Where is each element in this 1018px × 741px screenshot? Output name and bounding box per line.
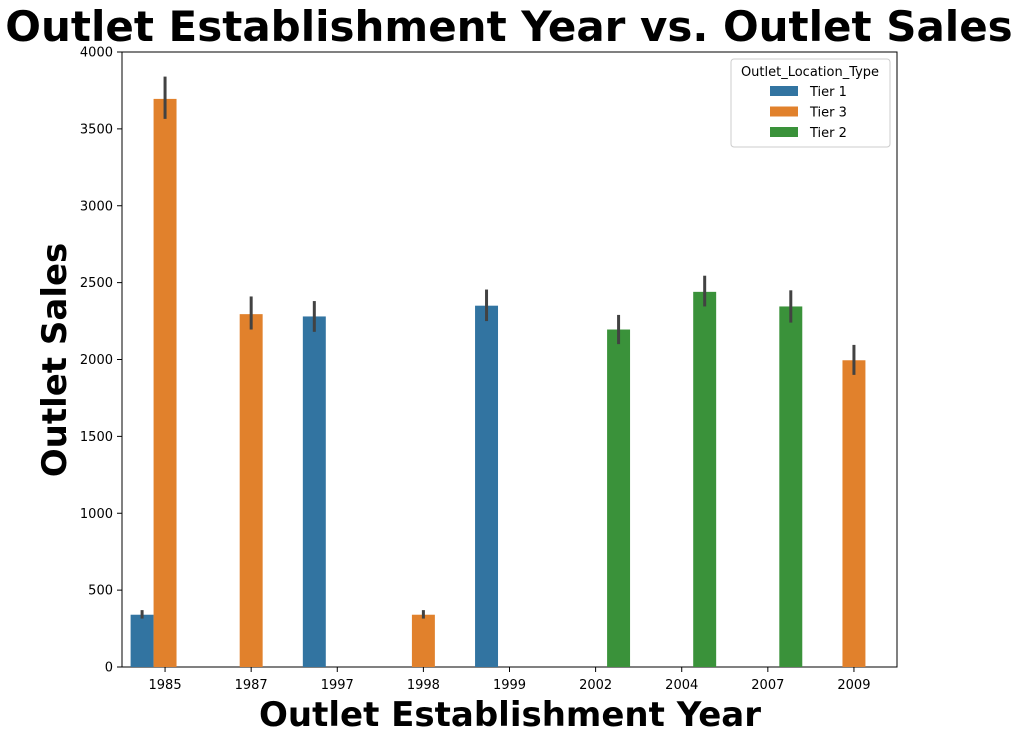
- x-axis-label: Outlet Establishment Year: [259, 695, 761, 735]
- legend-swatch-tier-1: [770, 86, 798, 96]
- bar-tier-3-2009: [842, 360, 866, 667]
- legend: Outlet_Location_Type Tier 1 Tier 3 Tier 2: [730, 58, 891, 148]
- legend-swatch-tier-3: [770, 106, 798, 117]
- x-tick-label: 2004: [665, 678, 698, 693]
- legend-frame: [730, 58, 891, 148]
- bar-tier-2-2004: [693, 291, 717, 667]
- legend-entry-tier-3: Tier 3: [809, 106, 847, 121]
- x-axis: 1985 1987 1997 1998 1999 2002 2004 2007 2009: [149, 667, 870, 693]
- y-tick-label: 4000: [80, 46, 113, 61]
- legend-title: Outlet_Location_Type: [741, 65, 879, 80]
- x-tick-label: 2009: [837, 678, 870, 693]
- bar-tier-2-2002: [607, 329, 631, 667]
- y-tick-label: 1000: [80, 507, 113, 522]
- bar-tier-1-1999: [475, 305, 499, 667]
- y-tick-label: 1500: [80, 430, 113, 445]
- bar-tier-1-1997: [302, 316, 326, 667]
- bar-tier-2-2007: [779, 306, 803, 667]
- x-tick-label: 1999: [493, 678, 526, 693]
- bar-tier-3-1987: [239, 314, 263, 667]
- legend-entry-tier-2: Tier 2: [809, 126, 847, 141]
- error-bars-layer: [140, 76, 856, 619]
- y-tick-label: 500: [88, 584, 113, 599]
- bar-tier-3-1985: [153, 98, 177, 668]
- legend-entry-tier-1: Tier 1: [809, 85, 847, 100]
- chart-title: Outlet Establishment Year vs. Outlet Sal…: [5, 2, 1013, 51]
- y-tick-label: 3500: [80, 122, 113, 137]
- x-tick-label: 1987: [235, 678, 268, 693]
- y-tick-label: 0: [105, 661, 113, 676]
- bar-tier-3-1998: [411, 614, 435, 667]
- legend-swatch-tier-2: [770, 127, 798, 137]
- y-tick-label: 2500: [80, 276, 113, 291]
- x-tick-label: 1998: [407, 678, 440, 693]
- x-tick-label: 2007: [751, 678, 784, 693]
- x-tick-label: 1997: [321, 678, 354, 693]
- x-tick-label: 2002: [579, 678, 612, 693]
- y-axis: 0 500 1000 1500 2000 2500 3000 3500 4000: [80, 46, 122, 676]
- y-tick-label: 3000: [80, 199, 113, 214]
- y-tick-label: 2000: [80, 353, 113, 368]
- y-axis-label: Outlet Sales: [35, 243, 75, 478]
- bar-tier-1-1985: [130, 614, 154, 667]
- bars-layer: [130, 98, 866, 668]
- x-tick-label: 1985: [149, 678, 182, 693]
